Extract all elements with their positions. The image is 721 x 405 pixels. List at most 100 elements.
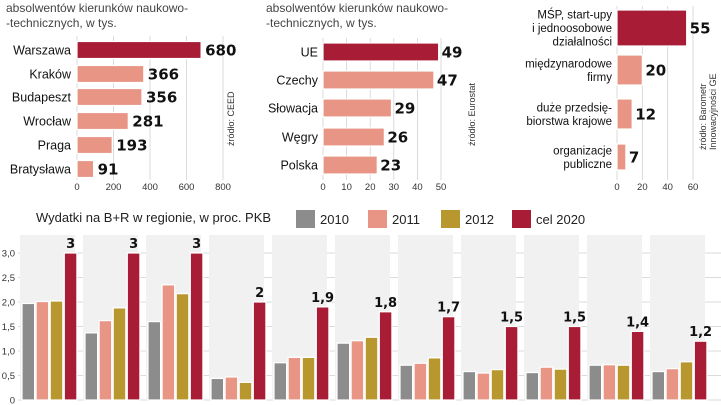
panel4-bar	[476, 372, 491, 401]
panel4-bar	[350, 340, 365, 401]
panel4-y-tick-label: 3,0	[2, 249, 15, 260]
panel4-bar	[539, 366, 554, 401]
panel2-bar	[322, 98, 393, 118]
panel2-category-label: Czechy	[276, 74, 318, 88]
panel1-category-label: Praga	[38, 139, 71, 153]
panel2-tick-label: 20	[365, 182, 376, 193]
panel2-bar	[322, 155, 378, 175]
panel1-bar	[76, 64, 145, 84]
panel2-value-label: 23	[380, 157, 401, 175]
panel3-value-label: 7	[629, 149, 639, 167]
legend-swatch	[296, 210, 315, 228]
panel3-bar	[616, 98, 633, 130]
panel3-category-label: działalności	[553, 37, 612, 49]
panel4-bar	[301, 356, 316, 401]
panel1-bar	[76, 111, 129, 131]
panel3-category-label: firmy	[587, 72, 612, 84]
panel1-bar	[76, 40, 202, 60]
panel1-tick-label: 0	[74, 182, 79, 193]
panel4-bar	[364, 336, 379, 401]
legend-swatch	[441, 210, 460, 228]
panel4-bar	[693, 340, 708, 401]
panel3-value-label: 20	[645, 62, 666, 80]
panel1-title-line: -technicznych, w tys.	[6, 16, 117, 30]
panel4-target-label: 1,4	[626, 315, 649, 330]
panel1-value-label: 680	[205, 42, 236, 60]
panel2-tick-label: 50	[436, 182, 447, 193]
legend-label: 2010	[320, 212, 349, 227]
panel4-target-label: 3	[192, 237, 201, 252]
legend-swatch	[512, 210, 531, 228]
panel3-category-label: międzynarodowe	[525, 58, 612, 70]
legend-label: 2011	[392, 212, 420, 227]
panel1-value-label: 193	[116, 137, 147, 155]
panel4-bar	[175, 293, 190, 401]
panel3-category-label: duże przedsię-	[537, 102, 613, 114]
panel4-y-tick-label: 0	[10, 396, 15, 405]
panel2-title-line: -technicznych, w tys.	[266, 16, 377, 30]
panel1-value-label: 356	[146, 89, 177, 107]
panel2-category-label: UE	[301, 46, 318, 60]
panel4-bar	[161, 284, 176, 401]
panel4-bar	[399, 364, 414, 401]
panel4-bar	[427, 357, 442, 401]
panel1-source: źródło: CEED	[226, 91, 236, 146]
panel4-target-label: 1,2	[689, 325, 712, 340]
panel2-value-label: 26	[387, 129, 408, 147]
panel4-bar	[441, 316, 456, 401]
panel4-y-tick-label: 0,5	[2, 371, 15, 382]
panel3-bar	[616, 9, 688, 47]
panel2-category-label: Polska	[280, 159, 318, 173]
panel4-bar	[112, 307, 127, 401]
legend-label: cel 2020	[536, 212, 585, 227]
panel4-y-tick-label: 1,0	[2, 347, 15, 358]
panel3-category-label: biorstwa krajowe	[526, 116, 612, 128]
panel4-bar	[224, 376, 239, 401]
panel1-bar	[76, 135, 113, 155]
panel3-category-label: publiczne	[563, 159, 612, 171]
panel4-bar	[21, 302, 36, 401]
panel1-value-label: 91	[98, 161, 119, 179]
panel2-bar	[322, 70, 435, 90]
panel1-category-label: Warszawa	[13, 44, 71, 58]
panel4-bar	[525, 371, 540, 401]
panel1-category-label: Wrocław	[23, 115, 72, 129]
panel4-target-label: 1,5	[500, 311, 523, 326]
panel1-bar	[76, 159, 95, 179]
panel3-tick-label: 20	[637, 182, 648, 193]
panel4-target-label: 1,8	[374, 296, 397, 311]
panel2-bar	[322, 42, 440, 62]
panel1-value-label: 281	[132, 113, 163, 131]
panel4-target-label: 3	[129, 237, 138, 252]
panel4-bar	[287, 356, 302, 401]
panel2-value-label: 47	[437, 72, 458, 90]
panel4-bar	[679, 361, 694, 401]
panel3-category-label: MŚP, start-upy	[537, 9, 612, 22]
panel4-bar	[616, 364, 631, 401]
panel2-title-line: absolwentów kierunków naukowo-	[266, 1, 448, 15]
panel1-title-line: absolwentów kierunków naukowo-	[6, 1, 188, 15]
panel3-bar	[616, 54, 643, 86]
panel4-bar	[147, 321, 162, 401]
legend-swatch	[368, 210, 387, 228]
panel2-tick-label: 0	[320, 182, 325, 193]
panel4-bar	[490, 369, 505, 401]
panel4-bar	[63, 252, 78, 401]
panel4-y-tick-label: 1,5	[2, 322, 15, 333]
panel1-tick-label: 600	[179, 182, 195, 193]
panel1-tick-label: 200	[106, 182, 122, 193]
panel3-category-label: organizacje	[553, 145, 612, 157]
panel3-tick-label: 60	[688, 182, 699, 193]
panel2-tick-label: 30	[389, 182, 400, 193]
panel4-target-label: 1,7	[437, 301, 460, 316]
panel4-bar	[413, 362, 428, 401]
panel4-bar	[126, 252, 141, 401]
panel2-source: źródło: Eurostat	[467, 82, 477, 146]
panel4-target-label: 1,9	[311, 291, 334, 306]
panel4-target-label: 1,5	[563, 311, 586, 326]
panel4-bar	[238, 381, 253, 401]
panel1-bar	[76, 87, 143, 107]
panel2-value-label: 29	[394, 100, 415, 118]
panel4-bar	[378, 311, 393, 401]
